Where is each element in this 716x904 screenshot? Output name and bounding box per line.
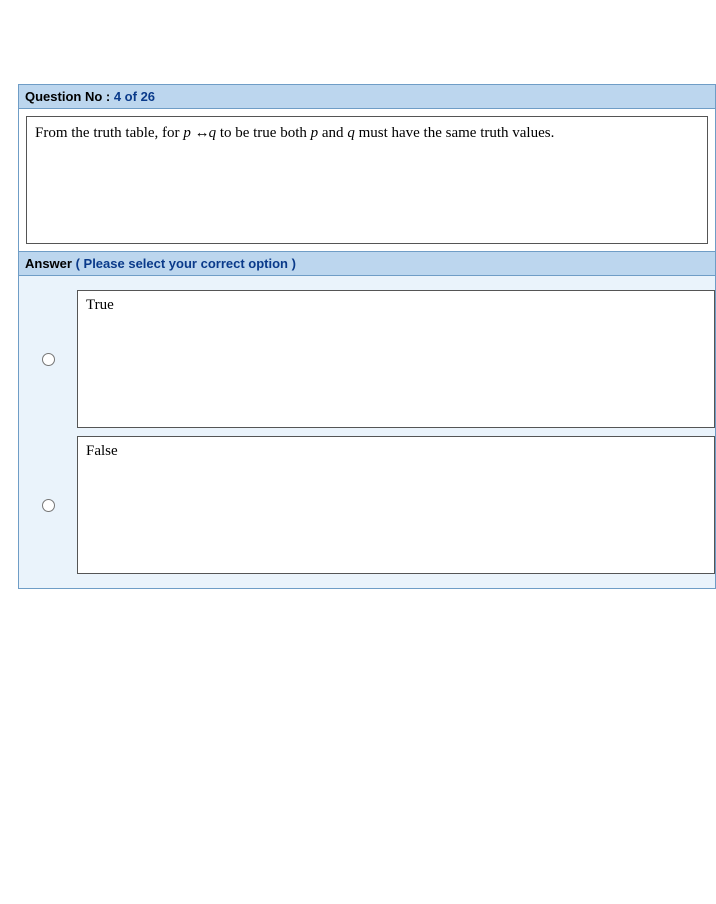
answer-area: True False [19,276,715,588]
option-label: True [86,297,114,313]
option-row: False [19,432,715,578]
quiz-page: Question No : 4 of 26 From the truth tab… [0,0,716,904]
answer-header-bar: Answer ( Please select your correct opti… [19,251,715,276]
option-radio-false[interactable] [42,499,55,512]
var-q: q [209,125,217,141]
question-text-pre: From the truth table, for [35,125,183,141]
question-number-label: Question No : [25,89,114,104]
question-text: From the truth table, for p ↔q to be tru… [26,116,708,244]
option-label: False [86,443,118,459]
answer-header-label: Answer [25,256,76,271]
var-q-2: q [347,125,355,141]
answer-header-hint: ( Please select your correct option ) [76,256,296,271]
question-text-mid: to be true both [216,125,311,141]
quiz-frame: Question No : 4 of 26 From the truth tab… [18,84,716,589]
option-box[interactable]: True [77,290,715,428]
question-text-mid2: and [318,125,347,141]
option-row: True [19,286,715,432]
biconditional-symbol: ↔ [195,125,209,141]
question-number-counter: 4 of 26 [114,89,155,104]
question-body-wrap: From the truth table, for p ↔q to be tru… [19,109,715,251]
question-number-bar: Question No : 4 of 26 [19,85,715,109]
var-p: p [183,125,191,141]
option-radio-true[interactable] [42,353,55,366]
option-box[interactable]: False [77,436,715,574]
question-text-post: must have the same truth values. [355,125,555,141]
radio-cell [19,499,77,512]
radio-cell [19,353,77,366]
